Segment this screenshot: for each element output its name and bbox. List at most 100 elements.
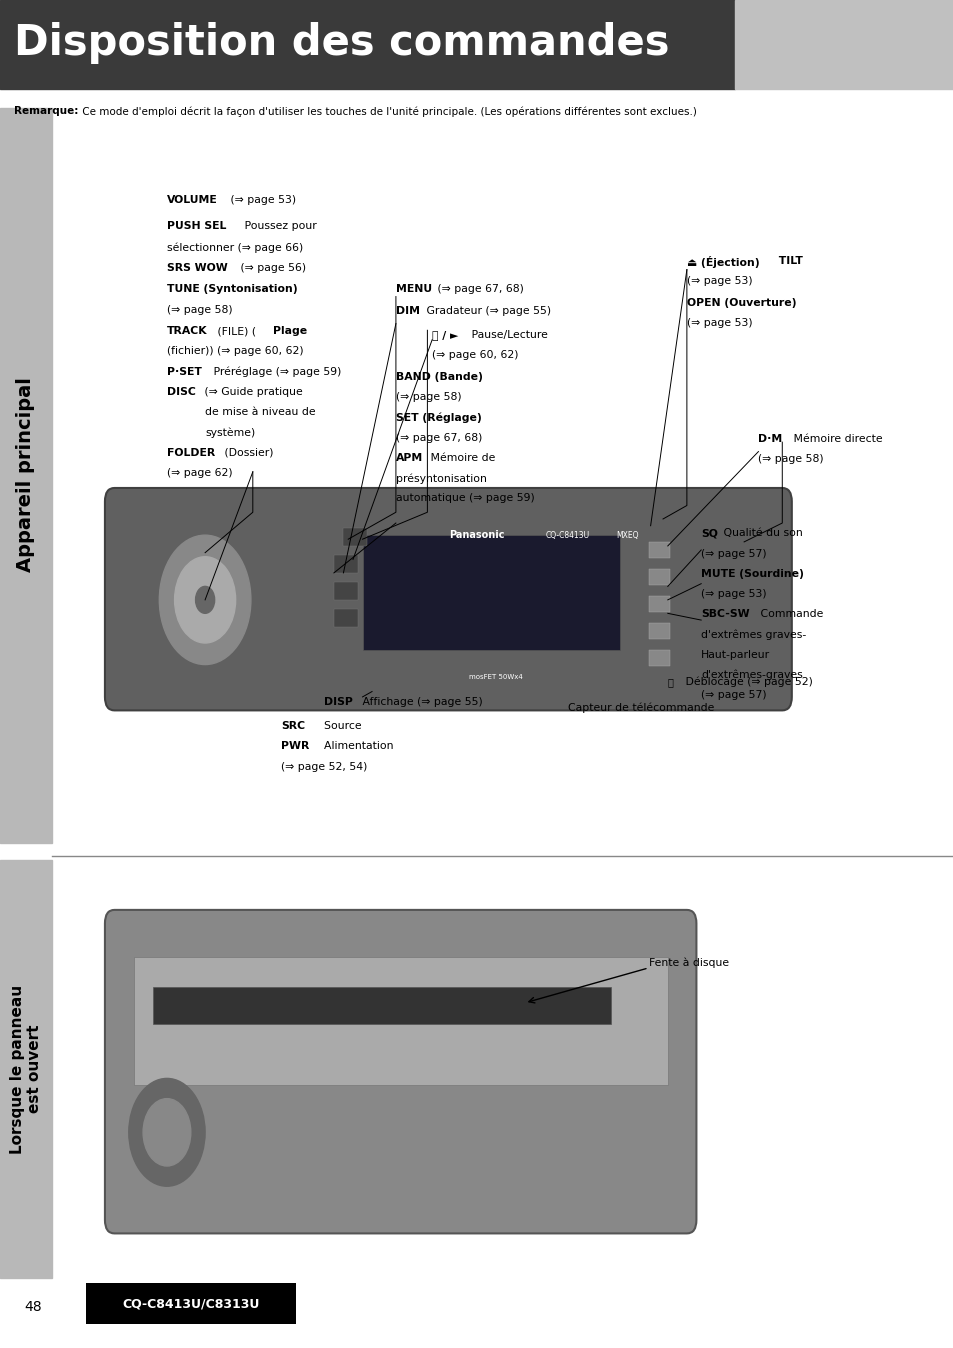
Bar xyxy=(648,596,669,612)
Bar xyxy=(86,1283,295,1324)
Text: MENU: MENU xyxy=(395,284,432,294)
Text: TUNE (Syntonisation): TUNE (Syntonisation) xyxy=(167,284,297,294)
Text: DIM: DIM xyxy=(395,306,419,315)
Text: Mémoire de: Mémoire de xyxy=(427,453,496,462)
Text: BAND (Bande): BAND (Bande) xyxy=(395,372,482,381)
Text: VOLUME: VOLUME xyxy=(167,195,217,205)
Text: Déblocage (⇒ page 52): Déblocage (⇒ page 52) xyxy=(681,677,812,687)
Circle shape xyxy=(195,586,214,613)
Text: sélectionner (⇒ page 66): sélectionner (⇒ page 66) xyxy=(167,243,303,253)
Text: 💿: 💿 xyxy=(667,677,673,686)
Text: OPEN (Ouverture): OPEN (Ouverture) xyxy=(686,298,796,307)
Text: Remarque:: Remarque: xyxy=(14,106,78,116)
Text: MXEQ: MXEQ xyxy=(616,531,639,539)
Text: Préréglage (⇒ page 59): Préréglage (⇒ page 59) xyxy=(210,367,341,377)
Text: (FILE) (: (FILE) ( xyxy=(213,326,255,336)
Circle shape xyxy=(159,535,251,665)
Text: CQ-C8413U: CQ-C8413U xyxy=(545,531,589,539)
Text: PWR: PWR xyxy=(281,741,310,751)
Circle shape xyxy=(129,1078,205,1186)
Text: (⇒ Guide pratique: (⇒ Guide pratique xyxy=(201,387,303,396)
Text: (Dossier): (Dossier) xyxy=(221,448,274,457)
Text: Source: Source xyxy=(310,721,361,731)
Text: PUSH SEL: PUSH SEL xyxy=(167,221,226,231)
Text: TILT: TILT xyxy=(774,256,801,266)
FancyBboxPatch shape xyxy=(105,910,696,1233)
Text: Ce mode d'emploi décrit la façon d'utiliser les touches de l'unité principale. (: Ce mode d'emploi décrit la façon d'utili… xyxy=(79,106,697,117)
Text: TRACK: TRACK xyxy=(167,326,208,336)
Text: Appareil principal: Appareil principal xyxy=(16,377,35,572)
Text: Affichage (⇒ page 55): Affichage (⇒ page 55) xyxy=(358,697,482,706)
Text: mosFET 50Wx4: mosFET 50Wx4 xyxy=(469,674,522,679)
Text: (⇒ page 53): (⇒ page 53) xyxy=(686,318,752,328)
Text: FOLDER: FOLDER xyxy=(167,448,215,457)
Text: (⇒ page 58): (⇒ page 58) xyxy=(167,305,233,314)
FancyBboxPatch shape xyxy=(105,488,791,710)
Text: DISP: DISP xyxy=(324,697,353,706)
Text: P·SET: P·SET xyxy=(167,367,202,376)
Text: Pause/Lecture: Pause/Lecture xyxy=(468,330,548,340)
Bar xyxy=(343,528,367,546)
Text: Poussez pour: Poussez pour xyxy=(241,221,316,231)
Bar xyxy=(734,0,953,89)
Text: automatique (⇒ page 59): automatique (⇒ page 59) xyxy=(395,493,534,503)
Bar xyxy=(0,108,52,843)
Text: (fichier)) (⇒ page 60, 62): (fichier)) (⇒ page 60, 62) xyxy=(167,346,303,356)
Bar xyxy=(334,609,357,627)
Text: SRC: SRC xyxy=(281,721,305,731)
Bar xyxy=(648,569,669,585)
Bar xyxy=(152,987,610,1024)
Bar xyxy=(648,650,669,666)
Text: CQ-C8413U/C8313U: CQ-C8413U/C8313U xyxy=(122,1297,259,1310)
Circle shape xyxy=(143,1099,191,1166)
Text: (⇒ page 57): (⇒ page 57) xyxy=(700,549,766,558)
Text: (⇒ page 67, 68): (⇒ page 67, 68) xyxy=(395,433,482,442)
Text: Qualité du son: Qualité du son xyxy=(720,528,802,538)
Text: Disposition des commandes: Disposition des commandes xyxy=(14,22,669,65)
Bar xyxy=(334,555,357,573)
Bar xyxy=(0,860,52,1278)
Bar xyxy=(648,542,669,558)
Text: SBC-SW: SBC-SW xyxy=(700,609,749,619)
Text: (⇒ page 53): (⇒ page 53) xyxy=(686,276,752,286)
Text: (⇒ page 56): (⇒ page 56) xyxy=(236,263,305,272)
Text: ⏏ (Éjection): ⏏ (Éjection) xyxy=(686,256,759,268)
Text: DISC: DISC xyxy=(167,387,195,396)
Text: d'extrêmes graves-: d'extrêmes graves- xyxy=(700,630,805,640)
Text: APM: APM xyxy=(395,453,423,462)
Text: (⇒ page 52, 54): (⇒ page 52, 54) xyxy=(281,762,368,771)
Bar xyxy=(362,535,619,650)
Text: (⇒ page 60, 62): (⇒ page 60, 62) xyxy=(432,350,518,360)
Bar xyxy=(133,957,667,1085)
Text: de mise à niveau de: de mise à niveau de xyxy=(205,407,315,417)
Text: d'extrêmes-graves: d'extrêmes-graves xyxy=(700,670,802,681)
Text: 48: 48 xyxy=(24,1301,41,1314)
Text: Panasonic: Panasonic xyxy=(449,530,504,541)
Text: (⇒ page 67, 68): (⇒ page 67, 68) xyxy=(434,284,523,294)
Text: MUTE (Sourdine): MUTE (Sourdine) xyxy=(700,569,803,578)
Text: Mémoire directe: Mémoire directe xyxy=(789,434,882,443)
Text: (⇒ page 53): (⇒ page 53) xyxy=(700,589,766,599)
Text: (⇒ page 58): (⇒ page 58) xyxy=(758,454,823,464)
Text: SQ: SQ xyxy=(700,528,718,538)
Bar xyxy=(648,623,669,639)
Text: Gradateur (⇒ page 55): Gradateur (⇒ page 55) xyxy=(422,306,550,315)
Text: (⇒ page 57): (⇒ page 57) xyxy=(700,690,766,700)
Text: système): système) xyxy=(205,427,255,438)
Text: Plage: Plage xyxy=(273,326,307,336)
Text: D·M: D·M xyxy=(758,434,781,443)
Text: Commande: Commande xyxy=(756,609,822,619)
Text: Fente à disque: Fente à disque xyxy=(648,957,728,968)
Text: SET (Réglage): SET (Réglage) xyxy=(395,412,481,423)
Text: Haut-parleur: Haut-parleur xyxy=(700,650,769,659)
Text: (⇒ page 53): (⇒ page 53) xyxy=(227,195,295,205)
Text: (⇒ page 58): (⇒ page 58) xyxy=(395,392,461,402)
Text: Alimentation: Alimentation xyxy=(310,741,394,751)
Bar xyxy=(334,582,357,600)
Text: ⏸ / ►: ⏸ / ► xyxy=(432,330,458,340)
Text: présyntonisation: présyntonisation xyxy=(395,473,486,484)
Text: Capteur de télécommande: Capteur de télécommande xyxy=(567,702,713,713)
Circle shape xyxy=(174,557,235,643)
Bar xyxy=(0,0,734,89)
Text: Lorsque le panneau
est ouvert: Lorsque le panneau est ouvert xyxy=(10,984,42,1154)
